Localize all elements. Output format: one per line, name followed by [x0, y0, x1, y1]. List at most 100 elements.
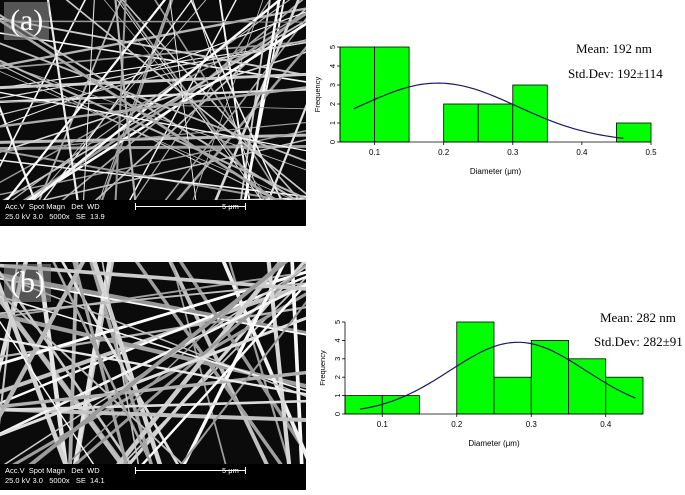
- y-tick-label: 2: [328, 102, 337, 106]
- y-tick-label: 2: [333, 375, 342, 379]
- x-tick-label: 0.1: [377, 420, 389, 429]
- histogram-bar: [568, 358, 607, 415]
- fiber-strand: [0, 7, 306, 68]
- fiber-strand: [72, 262, 135, 490]
- histogram-bar: [477, 103, 514, 143]
- sem-databar-values: 25.0 kV 3.0 5000x SE 13.9: [5, 212, 105, 221]
- scale-bar-tick: [245, 467, 246, 474]
- fiber-strand: [236, 0, 271, 226]
- y-tick-label: 0: [333, 412, 342, 416]
- fiber-strand: [203, 0, 300, 226]
- fiber-strand: [0, 62, 306, 171]
- y-tick-label: 5: [328, 45, 337, 49]
- fiber-strand: [0, 64, 306, 216]
- fiber-strand: [0, 71, 306, 206]
- fiber-strand: [0, 88, 306, 103]
- histogram-chart: 0 1 2 3 4 5 0.1 0.2 0.3 0.4 0.5 Diameter (μm) Freque…: [313, 45, 657, 176]
- histogram-bar: [456, 321, 495, 415]
- fiber-strand: [0, 399, 306, 412]
- std-dev-label: Std.Dev: 192±114: [568, 66, 663, 81]
- fiber-strand: [0, 370, 306, 409]
- scale-bar: [135, 206, 245, 207]
- sem-databar: Acc.V Spot Magn Det WD 25.0 kV 3.0 5000x…: [0, 464, 306, 490]
- x-tick-label: 0.3: [507, 148, 519, 157]
- fiber-strand: [119, 0, 285, 226]
- fiber-strand: [0, 42, 306, 163]
- fiber-strand: [0, 320, 112, 490]
- fiber-strand: [116, 0, 271, 226]
- histogram-bar: [339, 46, 375, 143]
- figure-panel-b: (b) Acc.V Spot Magn Det WD 25.0 kV 3.0 5…: [0, 262, 685, 495]
- fiber-strand: [0, 122, 306, 152]
- y-tick-label: 3: [333, 357, 342, 361]
- fiber-strand: [168, 262, 282, 490]
- fiber-strand: [0, 149, 306, 206]
- panel-label: (a): [4, 2, 50, 40]
- scale-bar: [135, 470, 245, 471]
- x-tick-label: 0.5: [645, 148, 657, 157]
- histogram-bar: [512, 84, 548, 143]
- fiber-strand: [0, 144, 306, 150]
- scale-bar-tick: [135, 467, 136, 474]
- scale-bar-tick: [245, 203, 246, 210]
- scale-bar-tick: [135, 203, 136, 210]
- fiber-strand: [0, 292, 212, 490]
- fiber-strand: [0, 59, 306, 200]
- fiber-strand: [0, 39, 306, 116]
- fiber-strand: [0, 105, 46, 226]
- histogram-bar: [344, 395, 383, 415]
- fiber-strand: [169, 0, 200, 226]
- fiber-strand: [92, 262, 171, 490]
- fiber-strand: [46, 0, 83, 226]
- mean-label: Mean: 192 nm: [576, 41, 652, 56]
- histogram-bar: [443, 103, 479, 143]
- fiber-strand: [0, 316, 306, 437]
- fiber-strand: [0, 22, 306, 220]
- sem-databar-header: Acc.V Spot Magn Det WD: [5, 466, 100, 475]
- y-tick-label: 4: [333, 338, 342, 342]
- y-tick-label: 1: [333, 394, 342, 398]
- sem-micrograph: (a) Acc.V Spot Magn Det WD 25.0 kV 3.0 5…: [0, 0, 306, 226]
- fiber-strand: [290, 262, 305, 490]
- histogram-chart: 0 1 2 3 4 5 0.1 0.2 0.3 0.4 Diameter (μm) Frequency: [318, 320, 644, 448]
- scale-bar-label: 5 μm: [222, 202, 239, 211]
- x-tick-label: 0.4: [600, 420, 612, 429]
- histogram-bar: [493, 376, 532, 415]
- sem-micrograph: (b) Acc.V Spot Magn Det WD 25.0 kV 3.0 5…: [0, 262, 306, 490]
- std-dev-label: Std.Dev: 282±91: [594, 334, 683, 349]
- y-tick-label: 1: [328, 121, 337, 125]
- fiber-strand: [160, 300, 306, 490]
- histogram-bar: [530, 340, 569, 415]
- fiber-strand: [65, 0, 306, 195]
- y-tick-label: 4: [328, 64, 337, 68]
- fiber-strand: [81, 0, 95, 226]
- fiber-texture: [0, 262, 306, 490]
- x-tick-label: 0.2: [438, 148, 450, 157]
- y-tick-label: 5: [333, 320, 342, 324]
- fiber-strand: [0, 282, 306, 394]
- y-tick-label: 0: [328, 140, 337, 144]
- fiber-strand: [114, 0, 139, 226]
- histogram-bar: [616, 122, 652, 143]
- y-axis-label: Frequency: [313, 77, 322, 113]
- sem-databar-values: 25.0 kV 3.0 5000x SE 14.1: [5, 476, 105, 485]
- fiber-strand: [0, 40, 306, 70]
- panel-label: (b): [4, 264, 51, 302]
- histogram-bar: [605, 376, 644, 415]
- fiber-strand: [0, 0, 291, 210]
- fiber-strand: [115, 0, 237, 226]
- x-axis-label: Diameter (μm): [470, 167, 522, 176]
- y-axis-label: Frequency: [318, 350, 327, 386]
- fiber-strand: [0, 282, 306, 315]
- figure-panel-a: (a) Acc.V Spot Magn Det WD 25.0 kV 3.0 5…: [0, 0, 685, 228]
- fiber-strand: [0, 262, 86, 420]
- fiber-strand: [0, 0, 167, 211]
- mean-label: Mean: 282 nm: [600, 310, 676, 325]
- plot-area: 0 1 2 3 4 5 0.1 0.2 0.3 0.4 0.5 Diameter (μm) Freque…: [313, 45, 657, 176]
- fiber-strand: [0, 130, 306, 196]
- fiber-strand: [0, 100, 306, 110]
- fiber-strand: [192, 0, 270, 226]
- fiber-strand: [101, 262, 144, 490]
- x-tick-label: 0.2: [451, 420, 463, 429]
- fiber-strand: [0, 262, 289, 490]
